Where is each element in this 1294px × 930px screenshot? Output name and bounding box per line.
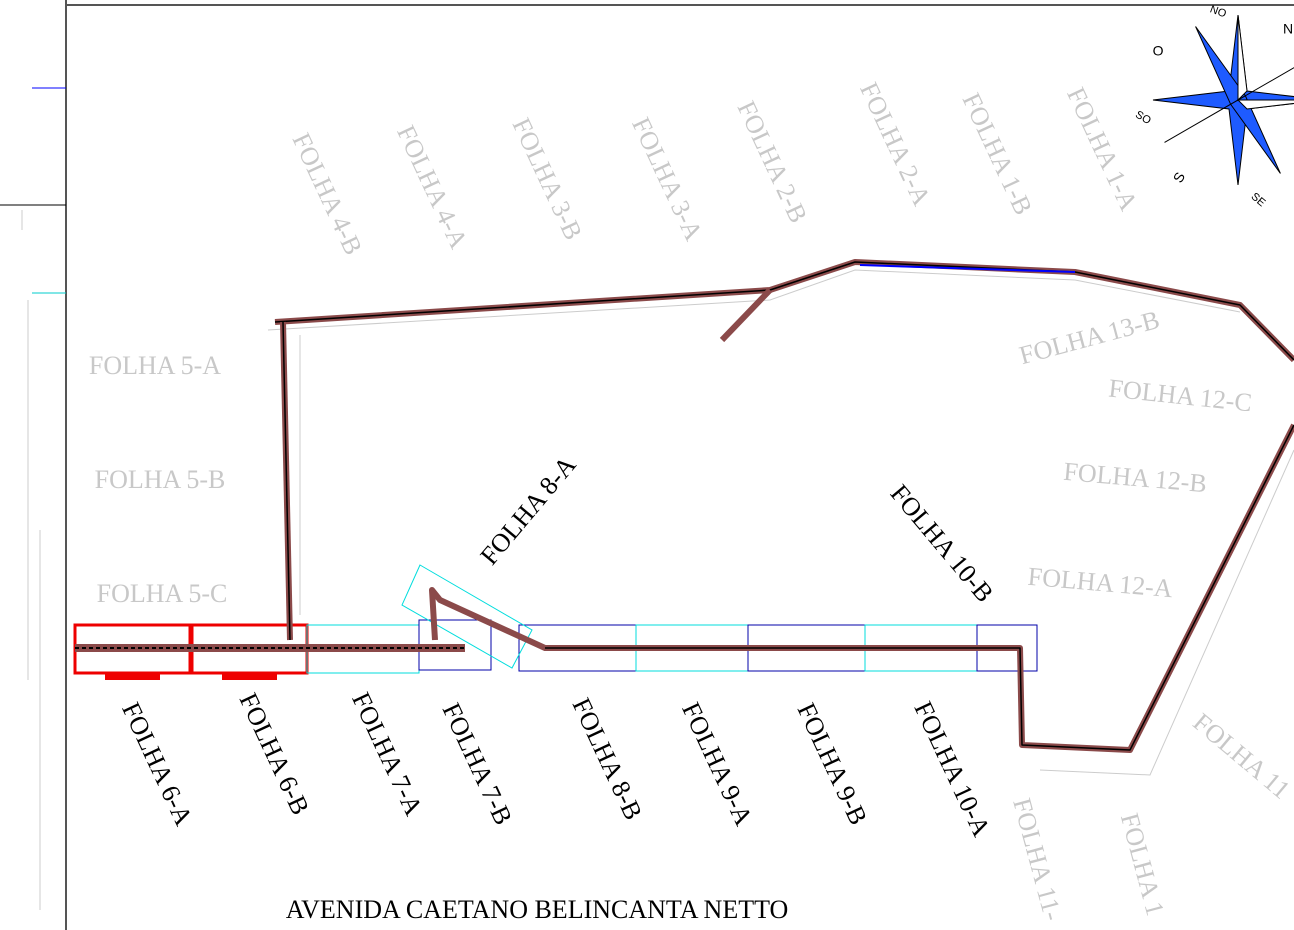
sheet-label: FOLHA 2-B bbox=[732, 97, 814, 228]
road bbox=[75, 259, 1294, 753]
sheet-label: FOLHA 6-B bbox=[234, 689, 316, 820]
sheet-label: FOLHA 12-C bbox=[1107, 374, 1253, 418]
labels: FOLHA 4-B FOLHA 4-A FOLHA 3-B FOLHA 3-A … bbox=[89, 78, 1294, 924]
compass-label: S bbox=[1170, 169, 1189, 185]
sheet-label: FOLHA 8-A bbox=[474, 450, 581, 570]
sheet-label: FOLHA 11 bbox=[1188, 707, 1294, 804]
compass-label: N bbox=[1283, 21, 1293, 37]
compass: NO N O SO S SE bbox=[1133, 3, 1294, 209]
sheet-label: FOLHA 4-B bbox=[287, 129, 369, 260]
compass-label: SE bbox=[1249, 191, 1268, 210]
sheet-label: FOLHA 7-B bbox=[437, 699, 519, 830]
sheet-label: FOLHA 1-B bbox=[957, 89, 1039, 220]
sheet-label: FOLHA 7-A bbox=[346, 688, 428, 820]
sheet-label: FOLHA 8-B bbox=[567, 694, 649, 825]
sheet-label: FOLHA 5-C bbox=[97, 579, 228, 608]
sheet-label: FOLHA 3-B bbox=[507, 114, 589, 245]
sheet-label: FOLHA 2-A bbox=[854, 78, 936, 210]
sheet-label: FOLHA 1 bbox=[1115, 810, 1170, 919]
compass-label: SO bbox=[1133, 109, 1153, 128]
sheet-label: FOLHA 9-B bbox=[792, 699, 874, 830]
sheet-label: FOLHA 9-A bbox=[676, 698, 758, 830]
sheet-label: FOLHA 3-A bbox=[626, 113, 708, 245]
sheet-label: FOLHA 11- bbox=[1007, 795, 1067, 924]
compass-label: O bbox=[1153, 43, 1164, 59]
sheet-label: FOLHA 5-B bbox=[95, 465, 226, 494]
sheet-label: FOLHA 10-A bbox=[908, 697, 996, 841]
sheet-label: FOLHA 10-B bbox=[885, 479, 1000, 608]
sheet-label: FOLHA 5-A bbox=[89, 351, 221, 380]
sheet-label: FOLHA 13-B bbox=[1016, 305, 1162, 370]
sheet-label: FOLHA 6-A bbox=[116, 698, 198, 830]
sheet-label: FOLHA 12-A bbox=[1027, 562, 1174, 604]
sheet-label: FOLHA 4-A bbox=[391, 121, 473, 253]
sheet-label: FOLHA 12-B bbox=[1062, 457, 1208, 498]
map-title: AVENIDA CAETANO BELINCANTA NETTO bbox=[286, 895, 789, 924]
compass-label: NO bbox=[1208, 3, 1228, 20]
sheet-label: FOLHA 1-A bbox=[1061, 83, 1143, 215]
